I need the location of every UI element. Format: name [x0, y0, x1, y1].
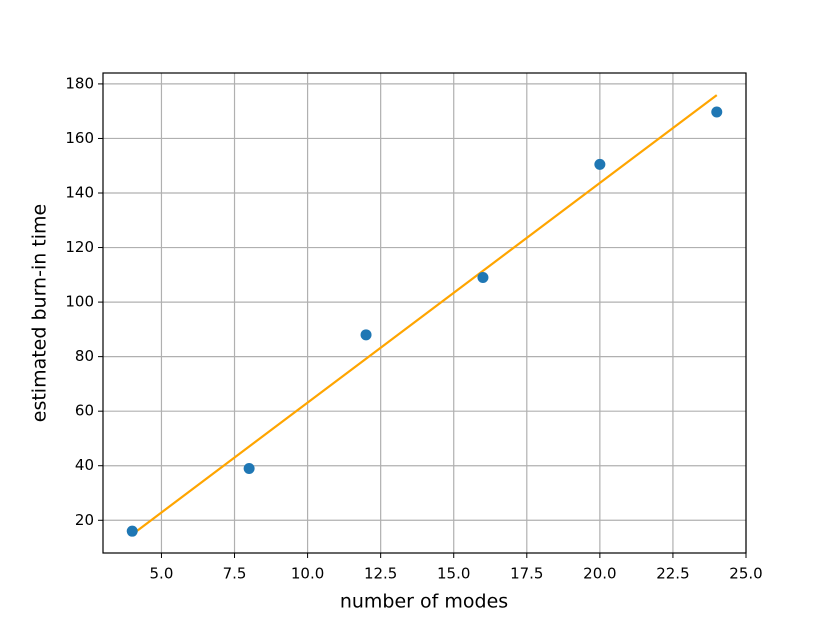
- y-tick-label: 140: [65, 184, 94, 202]
- point: [126, 525, 138, 537]
- x-tick-label: 7.5: [223, 565, 247, 583]
- y-tick-label: 100: [65, 293, 94, 311]
- x-tick-label: 12.5: [364, 565, 397, 583]
- y-tick-label: 180: [65, 74, 94, 92]
- x-tick-label: 5.0: [150, 565, 174, 583]
- y-tick-label: 160: [65, 129, 94, 147]
- point: [594, 158, 606, 170]
- x-axis-label: number of modes: [340, 591, 508, 613]
- point: [243, 462, 255, 474]
- y-axis-label: estimated burn-in time: [29, 204, 51, 422]
- x-tick-label: 10.0: [291, 565, 324, 583]
- plot-frame: [102, 72, 747, 554]
- x-tick-label: 15.0: [437, 565, 470, 583]
- y-tick-label: 60: [75, 402, 94, 420]
- y-tick-label: 80: [75, 347, 94, 365]
- fit-line: [131, 94, 718, 536]
- point: [477, 272, 489, 284]
- x-tick-label: 25.0: [729, 565, 762, 583]
- x-tick-label: 17.5: [510, 565, 543, 583]
- y-tick-label: 40: [75, 456, 94, 474]
- point: [711, 106, 723, 118]
- x-tick-label: 20.0: [583, 565, 616, 583]
- point: [360, 329, 372, 341]
- y-tick-label: 20: [75, 511, 94, 529]
- y-tick-label: 120: [65, 238, 94, 256]
- x-tick-label: 22.5: [656, 565, 689, 583]
